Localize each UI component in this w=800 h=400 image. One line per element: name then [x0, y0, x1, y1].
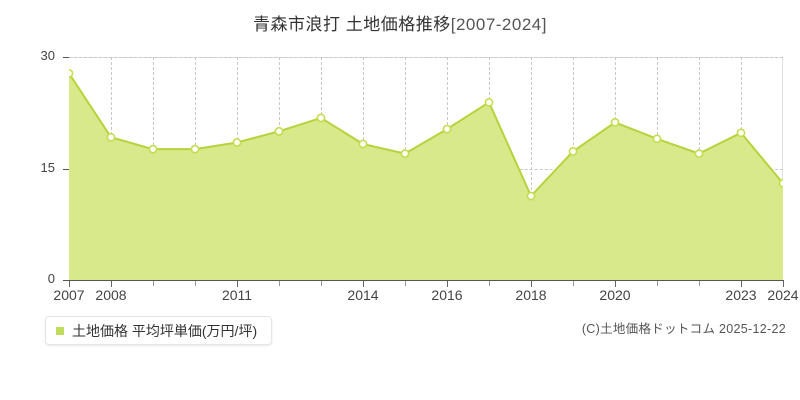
data-point-marker[interactable]	[358, 139, 368, 149]
x-axis-tick	[321, 281, 322, 286]
x-axis-tick-label: 2007	[53, 287, 85, 303]
x-axis-tick	[237, 281, 238, 287]
x-axis-tick-label: 2016	[431, 287, 463, 303]
y-axis-tick-label: 30	[40, 48, 55, 63]
x-axis-tick	[153, 281, 154, 286]
data-point-marker[interactable]	[778, 178, 783, 188]
series-area-fill	[69, 73, 783, 280]
data-point-marker[interactable]	[484, 97, 494, 107]
data-point-marker[interactable]	[694, 149, 704, 159]
x-axis-tick	[783, 281, 784, 287]
data-point-marker[interactable]	[736, 128, 746, 138]
x-axis-tick	[69, 281, 70, 287]
x-axis-tick	[699, 281, 700, 286]
chart-title: 青森市浪打 土地価格推移[2007-2024]	[0, 10, 800, 35]
y-axis-tick	[63, 280, 69, 281]
data-point-marker[interactable]	[568, 147, 578, 156]
legend-color-swatch	[56, 326, 64, 335]
x-axis-tick	[195, 281, 196, 286]
data-point-marker[interactable]	[106, 132, 116, 142]
data-point-marker[interactable]	[274, 126, 284, 136]
x-axis-tick-label: 2020	[599, 287, 631, 303]
x-axis-tick-label: 2018	[515, 287, 547, 303]
data-point-marker[interactable]	[442, 124, 452, 134]
x-axis-tick	[405, 281, 406, 286]
data-point-marker[interactable]	[526, 191, 536, 201]
series-area-plot	[69, 68, 783, 280]
x-axis-tick-label: 2011	[221, 287, 253, 303]
series-line	[69, 72, 783, 197]
y-axis-tick	[63, 57, 69, 58]
x-axis-tick-label: 2008	[95, 287, 127, 303]
chart-title-range: [2007-2024]	[450, 15, 547, 34]
x-axis-tick-label: 2014	[347, 287, 379, 303]
data-point-marker[interactable]	[400, 149, 410, 159]
data-point-marker[interactable]	[652, 134, 662, 144]
x-axis-tick	[111, 281, 112, 287]
data-point-marker[interactable]	[69, 68, 74, 78]
data-point-marker[interactable]	[316, 113, 326, 123]
data-point-marker[interactable]	[148, 144, 158, 154]
y-axis-tick	[63, 168, 69, 170]
x-axis-tick-label: 2023	[725, 287, 757, 303]
chart-title-main: 青森市浪打 土地価格推移	[253, 15, 451, 34]
x-axis-tick	[447, 281, 448, 287]
x-axis-tick	[363, 281, 364, 287]
x-axis-line	[69, 280, 784, 281]
y-axis-tick-label: 15	[40, 159, 55, 175]
y-axis-tick-label: 0	[47, 271, 55, 286]
x-axis-tick	[573, 281, 574, 286]
x-axis-tick	[279, 281, 280, 286]
x-axis-tick	[741, 281, 742, 287]
x-axis-tick	[531, 281, 532, 287]
data-point-marker[interactable]	[610, 118, 620, 127]
data-point-marker[interactable]	[190, 144, 200, 154]
horizontal-gridline	[69, 57, 783, 58]
data-point-marker[interactable]	[232, 138, 242, 147]
x-axis-tick-label: 2024	[767, 287, 799, 303]
legend-label: 土地価格 平均坪単価(万円/坪)	[72, 322, 258, 339]
x-axis-tick	[615, 281, 616, 287]
chart-legend[interactable]: 土地価格 平均坪単価(万円/坪)	[45, 316, 273, 345]
copyright-credit: (C)土地価格ドットコム 2025-12-22	[581, 322, 786, 336]
x-axis-tick	[489, 281, 490, 286]
x-axis-tick	[657, 281, 658, 286]
